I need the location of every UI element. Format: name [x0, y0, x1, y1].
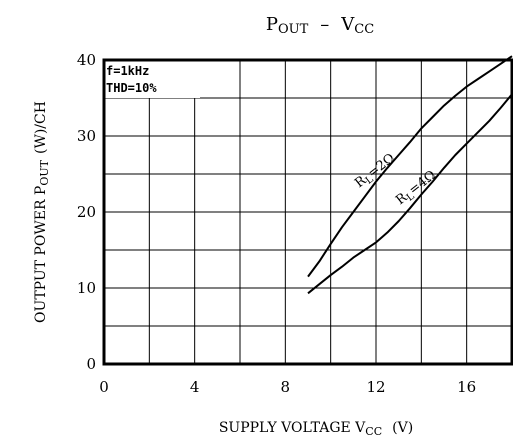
title-dash: – [320, 14, 329, 35]
y-tick-label: 30 [77, 127, 96, 145]
y-axis-label-sub: OUT [38, 159, 51, 185]
y-tick-label: 0 [86, 355, 96, 373]
plot-frame [102, 58, 513, 366]
x-tick-label: 8 [281, 378, 291, 396]
y-tick-label: 40 [77, 51, 96, 69]
annotation-thd: THD=10% [106, 81, 157, 95]
x-axis-label: SUPPLY VOLTAGE VCC (V) [219, 420, 413, 438]
y-axis-label-unit: (W)/CH [33, 101, 49, 154]
annotation-box [104, 60, 200, 98]
title-v: V [340, 14, 355, 35]
x-tick-label: 0 [99, 378, 109, 396]
y-axis-label: OUTPUT POWER POUT (W)/CH [33, 101, 51, 323]
x-axis-label-sub: CC [365, 425, 382, 438]
y-tick-label: 10 [77, 279, 96, 297]
x-tick-label: 16 [457, 378, 476, 396]
title-v-sub: CC [354, 22, 374, 37]
series-line-rl4 [307, 93, 513, 295]
title-p-sub: OUT [278, 22, 309, 37]
x-axis-label-main: SUPPLY VOLTAGE V [219, 420, 366, 436]
x-tick-label: 12 [366, 378, 385, 396]
x-ticks: 0 4 8 12 16 [99, 378, 476, 396]
chart-title: POUT – VCC [266, 14, 374, 37]
annotation-frequency: f=1kHz [106, 64, 149, 78]
x-tick-label: 4 [190, 378, 200, 396]
grid [104, 60, 512, 364]
title-p: P [266, 14, 278, 35]
y-ticks: 0 10 20 30 40 [77, 51, 96, 373]
series-line-rl2 [307, 55, 513, 278]
y-axis-label-main: OUTPUT POWER P [33, 186, 49, 323]
x-axis-label-unit: (V) [392, 420, 413, 436]
y-tick-label: 20 [77, 203, 96, 221]
series-layer [307, 55, 513, 295]
